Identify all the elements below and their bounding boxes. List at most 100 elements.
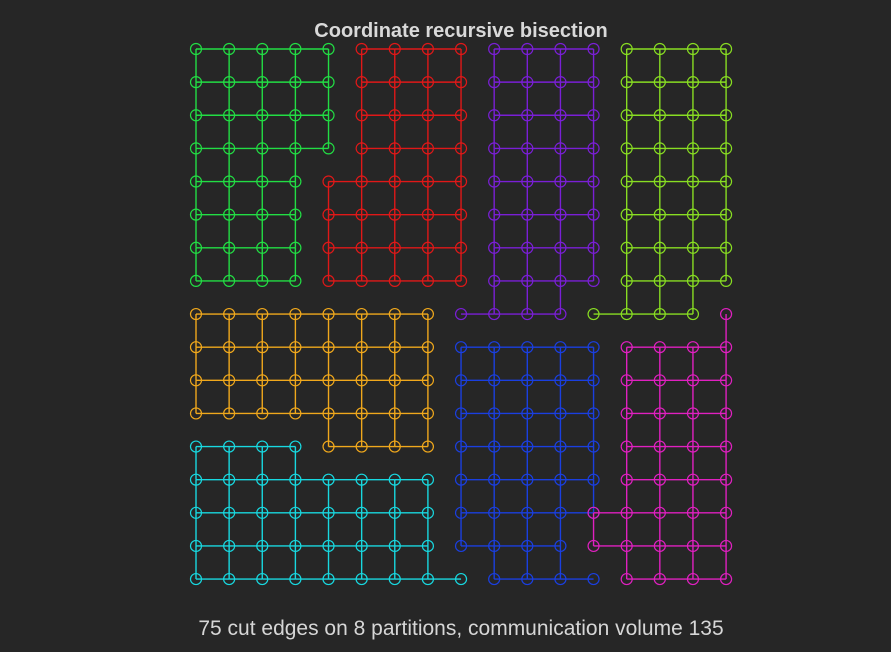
graph-vertex: [719, 539, 733, 553]
graph-vertex: [521, 407, 534, 420]
graph-vertex: [256, 42, 269, 56]
graph-vertex: [421, 109, 435, 122]
partition-magenta: [587, 307, 733, 586]
graph-vertex: [653, 374, 666, 387]
graph-vertex: [388, 76, 401, 89]
graph-vertex: [521, 374, 534, 387]
graph-vertex: [421, 274, 435, 288]
graph-vertex: [322, 374, 335, 387]
graph-vertex: [322, 175, 335, 188]
graph-vertex: [223, 572, 236, 586]
graph-vertex: [719, 440, 733, 453]
graph-vertex: [620, 572, 633, 586]
graph-vertex: [421, 572, 435, 586]
graph-vertex: [454, 109, 468, 122]
graph-vertex: [587, 241, 600, 254]
graph-vertex: [289, 208, 302, 221]
graph-vertex: [454, 440, 468, 453]
graph-vertex: [521, 307, 534, 321]
graph-vertex: [355, 572, 368, 586]
graph-vertex: [587, 274, 600, 288]
graph-vertex: [289, 142, 302, 155]
graph-vertex: [454, 76, 468, 89]
graph-vertex: [421, 208, 435, 221]
graph-vertex: [554, 76, 567, 89]
graph-vertex: [554, 241, 567, 254]
graph-vertex: [322, 341, 335, 354]
graph-vertex: [256, 274, 269, 288]
graph-vertex: [719, 142, 733, 155]
graph-vertex: [587, 539, 600, 553]
graph-vertex: [388, 341, 401, 354]
graph-vertex: [719, 109, 733, 122]
graph-vertex: [587, 208, 600, 221]
graph-vertex: [488, 307, 501, 321]
graph-vertex: [256, 473, 269, 486]
partition-green: [189, 42, 335, 288]
graph-vertex: [256, 341, 269, 354]
graph-vertex: [488, 42, 501, 56]
graph-vertex: [223, 539, 236, 553]
graph-vertex: [488, 208, 501, 221]
graph-vertex: [587, 374, 600, 387]
graph-vertex: [421, 539, 435, 553]
graph-vertex: [653, 506, 666, 519]
graph-vertex: [719, 341, 733, 354]
graph-vertex: [189, 76, 203, 89]
graph-vertex: [223, 307, 236, 321]
graph-vertex: [189, 341, 203, 354]
graph-vertex: [488, 175, 501, 188]
graph-vertex: [620, 506, 633, 519]
graph-vertex: [189, 374, 203, 387]
graph-vertex: [488, 407, 501, 420]
graph-vertex: [421, 506, 435, 519]
graph-vertex: [322, 208, 335, 221]
graph-vertex: [686, 506, 700, 519]
graph-vertex: [686, 341, 700, 354]
graph-vertex: [620, 42, 633, 56]
graph-vertex: [719, 473, 733, 486]
graph-vertex: [355, 76, 368, 89]
graph-vertex: [355, 307, 368, 321]
graph-vertex: [223, 241, 236, 254]
graph-vertex: [256, 506, 269, 519]
graph-vertex: [189, 109, 203, 122]
graph-vertex: [521, 142, 534, 155]
graph-vertex: [355, 42, 368, 56]
graph-vertex: [256, 407, 269, 420]
graph-vertex: [289, 473, 302, 486]
graph-vertex: [686, 175, 700, 188]
graph-vertex: [587, 506, 600, 519]
graph-vertex: [289, 407, 302, 420]
graph-vertex: [454, 274, 468, 288]
graph-vertex: [454, 572, 468, 586]
graph-vertex: [587, 341, 600, 354]
graph-vertex: [686, 274, 700, 288]
graph-vertex: [488, 341, 501, 354]
graph-vertex: [256, 374, 269, 387]
graph-vertex: [454, 341, 468, 354]
graph-vertex: [620, 473, 633, 486]
graph-vertex: [355, 241, 368, 254]
graph-vertex: [322, 572, 335, 586]
graph-vertex: [189, 142, 203, 155]
graph-vertex: [388, 506, 401, 519]
graph-vertex: [554, 572, 567, 586]
graph-vertex: [421, 341, 435, 354]
graph-vertex: [719, 208, 733, 221]
graph-vertex: [719, 307, 733, 321]
graph-vertex: [355, 539, 368, 553]
graph-vertex: [388, 572, 401, 586]
graph-vertex: [322, 42, 335, 56]
graph-vertex: [256, 76, 269, 89]
graph-vertex: [355, 440, 368, 453]
graph-vertex: [488, 572, 501, 586]
graph-vertex: [388, 208, 401, 221]
partition-red: [322, 42, 468, 288]
graph-vertex: [653, 175, 666, 188]
graph-vertex: [686, 473, 700, 486]
graph-vertex: [189, 440, 203, 453]
graph-vertex: [189, 208, 203, 221]
graph-vertex: [189, 307, 203, 321]
graph-vertex: [421, 374, 435, 387]
